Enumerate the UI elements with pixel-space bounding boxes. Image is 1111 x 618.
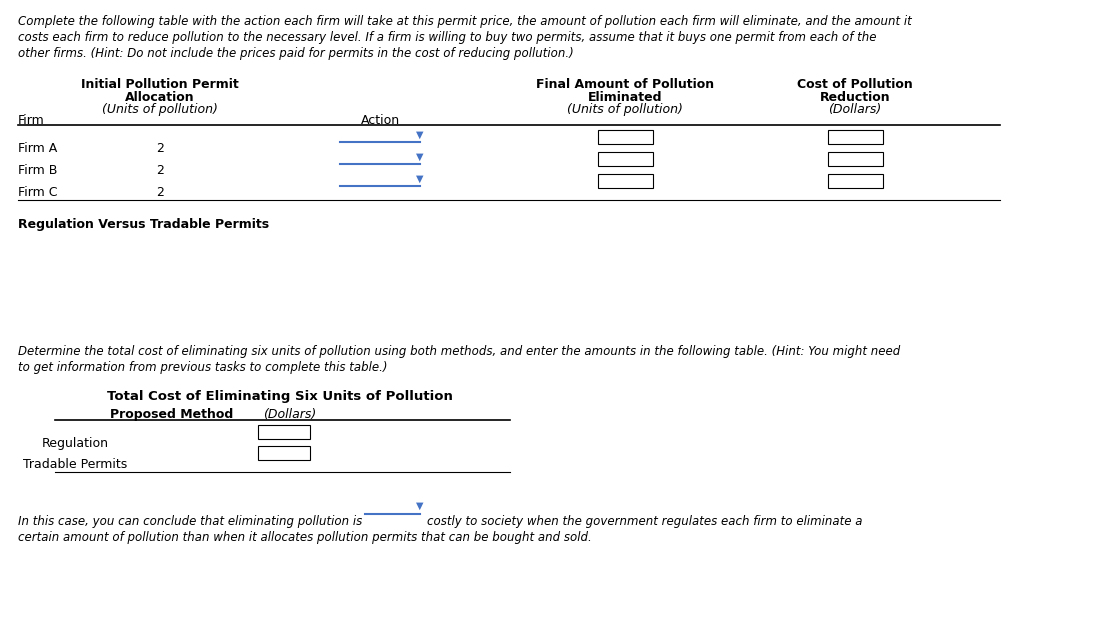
Text: Firm A: Firm A <box>18 142 58 155</box>
Text: ▼: ▼ <box>417 174 423 184</box>
Text: Total Cost of Eliminating Six Units of Pollution: Total Cost of Eliminating Six Units of P… <box>107 390 453 403</box>
Text: ▼: ▼ <box>417 152 423 162</box>
Text: Proposed Method: Proposed Method <box>110 408 233 421</box>
Text: Complete the following table with the action each firm will take at this permit : Complete the following table with the ac… <box>18 15 912 28</box>
Text: Regulation Versus Tradable Permits: Regulation Versus Tradable Permits <box>18 218 269 231</box>
Text: (Units of pollution): (Units of pollution) <box>102 103 218 116</box>
Text: Final Amount of Pollution: Final Amount of Pollution <box>536 78 714 91</box>
Text: 2: 2 <box>156 186 164 199</box>
Text: In this case, you can conclude that eliminating pollution is: In this case, you can conclude that elim… <box>18 515 362 528</box>
Text: costly to society when the government regulates each firm to eliminate a: costly to society when the government re… <box>427 515 862 528</box>
Text: 2: 2 <box>156 142 164 155</box>
Text: Firm: Firm <box>18 114 44 127</box>
Text: Cost of Pollution: Cost of Pollution <box>797 78 913 91</box>
Text: Firm B: Firm B <box>18 164 58 177</box>
Text: Initial Pollution Permit: Initial Pollution Permit <box>81 78 239 91</box>
Text: ▼: ▼ <box>417 130 423 140</box>
Text: ▼: ▼ <box>417 501 423 511</box>
Text: Action: Action <box>360 114 400 127</box>
Text: (Dollars): (Dollars) <box>829 103 882 116</box>
Text: Allocation: Allocation <box>126 91 194 104</box>
Text: Determine the total cost of eliminating six units of pollution using both method: Determine the total cost of eliminating … <box>18 345 900 358</box>
Text: Regulation: Regulation <box>41 437 109 450</box>
Text: Tradable Permits: Tradable Permits <box>23 458 127 471</box>
Text: Firm C: Firm C <box>18 186 58 199</box>
Text: Reduction: Reduction <box>820 91 890 104</box>
Text: 2: 2 <box>156 164 164 177</box>
Text: certain amount of pollution than when it allocates pollution permits that can be: certain amount of pollution than when it… <box>18 531 592 544</box>
Text: (Dollars): (Dollars) <box>263 408 317 421</box>
Text: (Units of pollution): (Units of pollution) <box>567 103 683 116</box>
Text: other firms. (Hint: Do not include the prices paid for permits in the cost of re: other firms. (Hint: Do not include the p… <box>18 47 573 60</box>
Text: Eliminated: Eliminated <box>588 91 662 104</box>
Text: costs each firm to reduce pollution to the necessary level. If a firm is willing: costs each firm to reduce pollution to t… <box>18 31 877 44</box>
Text: to get information from previous tasks to complete this table.): to get information from previous tasks t… <box>18 361 388 374</box>
